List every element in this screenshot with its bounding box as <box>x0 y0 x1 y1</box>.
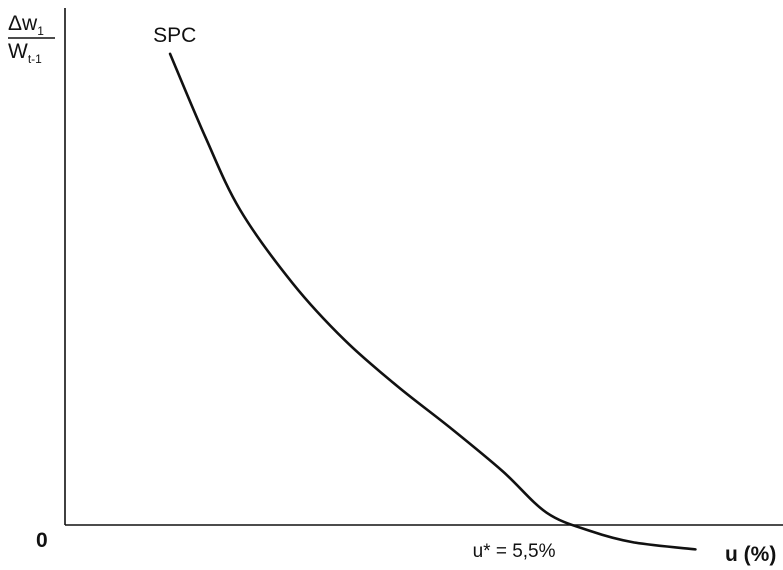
series-layer: SPC u* = 5,5% <box>153 24 697 562</box>
series-label-spc: SPC <box>153 24 196 47</box>
series-line-spc <box>168 52 697 551</box>
svg-text:Δw1: Δw1 <box>8 12 44 38</box>
y-axis-label-numerator: Δw <box>8 12 38 35</box>
svg-text:Wt-1: Wt-1 <box>8 40 42 66</box>
origin-label: 0 <box>36 529 48 552</box>
x-axis-label: u (%) <box>725 543 776 566</box>
y-axis-label-numerator-sub: 1 <box>37 24 44 38</box>
y-axis-label-denominator: W <box>8 40 28 63</box>
y-axis-label: Δw1 Wt-1 <box>8 12 55 66</box>
annotation-natural-rate: u* = 5,5% <box>473 541 556 562</box>
y-axis-label-denominator-sub: t-1 <box>28 52 42 66</box>
